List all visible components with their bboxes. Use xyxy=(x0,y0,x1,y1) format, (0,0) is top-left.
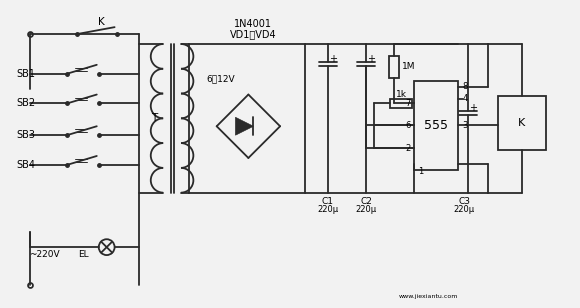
Text: +: + xyxy=(329,54,336,64)
Text: 1: 1 xyxy=(418,167,423,176)
Text: 220μ: 220μ xyxy=(454,205,475,214)
Text: 220μ: 220μ xyxy=(356,205,377,214)
Text: 6～12V: 6～12V xyxy=(206,74,235,83)
Text: 220μ: 220μ xyxy=(317,205,338,214)
Text: 7: 7 xyxy=(405,99,411,108)
Text: 4: 4 xyxy=(462,94,467,103)
Text: 1k: 1k xyxy=(396,90,407,99)
Text: 1N4001: 1N4001 xyxy=(234,19,273,29)
Text: C1: C1 xyxy=(322,197,334,206)
Text: 2: 2 xyxy=(405,144,411,152)
Bar xyxy=(498,95,546,150)
Text: T: T xyxy=(151,113,157,123)
Text: SB4: SB4 xyxy=(16,160,35,170)
Text: EL: EL xyxy=(78,249,89,259)
Bar xyxy=(414,81,458,170)
Bar xyxy=(389,56,399,78)
Text: www.jiexiantu.com: www.jiexiantu.com xyxy=(399,294,458,299)
Text: SB1: SB1 xyxy=(16,69,35,79)
Text: SB3: SB3 xyxy=(16,130,35,140)
Text: 555: 555 xyxy=(424,119,448,132)
Text: ~220V: ~220V xyxy=(29,249,60,259)
Text: +: + xyxy=(367,54,375,64)
Text: SB2: SB2 xyxy=(16,99,35,108)
Text: K: K xyxy=(99,17,105,27)
Text: C2: C2 xyxy=(360,197,372,206)
Bar xyxy=(189,44,305,192)
Text: VD1～VD4: VD1～VD4 xyxy=(230,29,277,39)
Bar xyxy=(390,99,412,108)
Text: C3: C3 xyxy=(458,197,470,206)
Text: +: + xyxy=(469,103,477,113)
Text: 1M: 1M xyxy=(402,62,415,71)
Text: K: K xyxy=(519,118,525,128)
Text: 3: 3 xyxy=(462,121,468,130)
Polygon shape xyxy=(235,117,253,135)
Text: 6: 6 xyxy=(405,121,411,130)
Text: 8: 8 xyxy=(462,82,468,91)
